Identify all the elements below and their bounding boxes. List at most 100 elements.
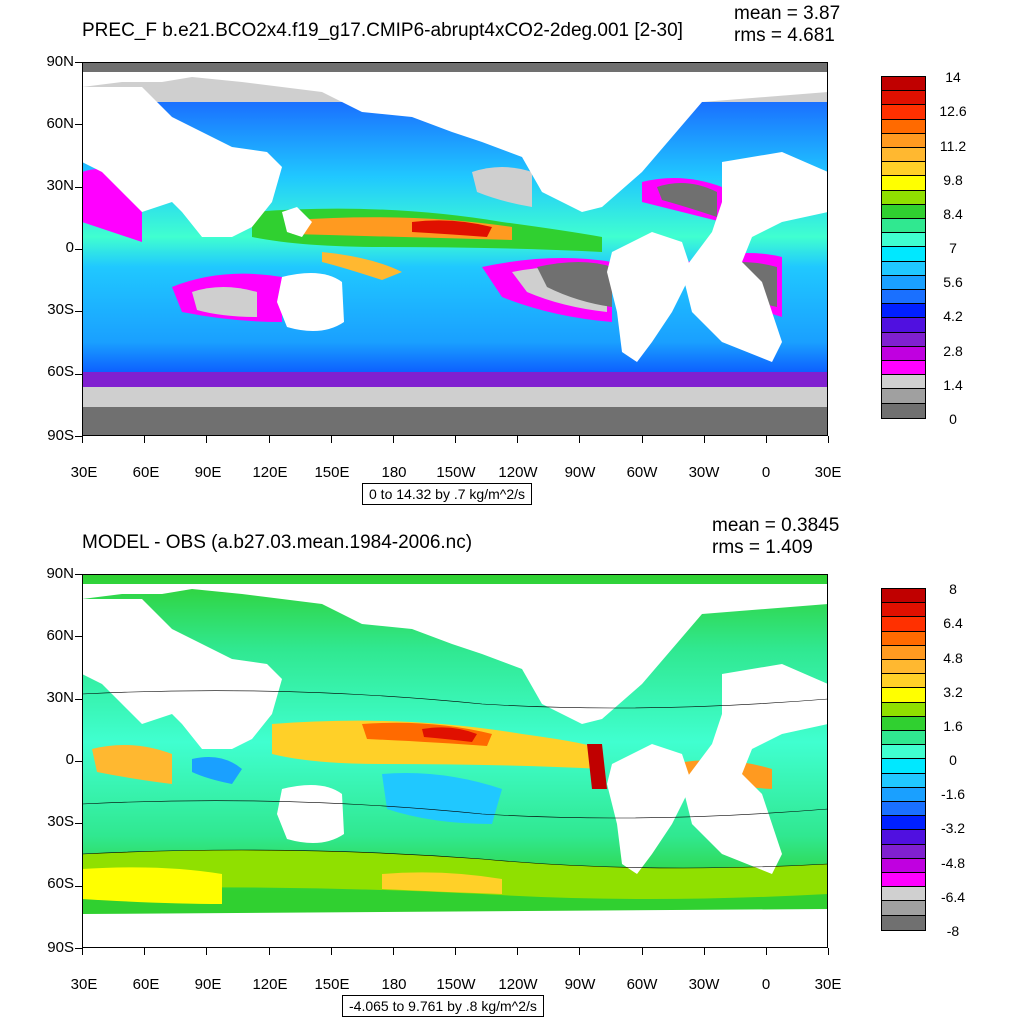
lon-label: 30W	[688, 464, 720, 481]
bottom-diff-map	[82, 574, 828, 948]
x-tick	[269, 436, 270, 443]
x-tick	[766, 436, 767, 443]
lat-label: 30N	[46, 177, 74, 194]
x-tick	[144, 948, 145, 955]
x-tick	[82, 948, 83, 955]
colorbar-cell	[882, 887, 925, 902]
lon-label: 30E	[814, 464, 842, 481]
y-tick	[75, 124, 82, 125]
colorbar-label: -3.2	[940, 820, 966, 836]
x-tick	[331, 948, 332, 955]
lon-label: 120W	[498, 464, 538, 481]
lon-label: 30E	[70, 976, 98, 993]
colorbar-cell	[882, 105, 925, 120]
bottom-rms: rms = 1.409	[712, 537, 813, 558]
colorbar-cell	[882, 603, 925, 618]
colorbar-cell	[882, 759, 925, 774]
colorbar-cell	[882, 318, 925, 333]
colorbar-label: 2.8	[943, 343, 963, 359]
lat-label: 0	[65, 239, 74, 256]
colorbar-cell	[882, 660, 925, 675]
colorbar-label: 3.2	[943, 684, 963, 700]
y-tick	[75, 823, 82, 824]
colorbar-label: -1.6	[940, 786, 966, 802]
x-tick	[579, 436, 580, 443]
y-tick	[75, 636, 82, 637]
colorbar-label: 4.2	[943, 308, 963, 324]
colorbar-label: 12.6	[939, 103, 967, 119]
colorbar-cell	[882, 346, 925, 362]
colorbar-cell	[882, 261, 925, 276]
colorbar-cell	[882, 275, 925, 291]
lon-label: 60E	[132, 976, 160, 993]
colorbar-cell	[882, 787, 925, 803]
x-tick	[766, 948, 767, 955]
bottom-title: MODEL - OBS (a.b27.03.mean.1984-2006.nc)	[82, 532, 473, 553]
lon-label: 150E	[314, 464, 350, 481]
colorbar-label: 8.4	[943, 206, 963, 222]
y-tick	[75, 699, 82, 700]
x-tick	[455, 948, 456, 955]
top-map-frame	[82, 62, 828, 436]
lon-label: 30E	[814, 976, 842, 993]
x-tick	[704, 436, 705, 443]
top-mean: mean = 3.87	[734, 3, 841, 24]
lat-label: 30N	[46, 689, 74, 706]
colorbar-cell	[882, 830, 925, 845]
bottom-panel: MODEL - OBS (a.b27.03.mean.1984-2006.nc)…	[0, 512, 1024, 1024]
colorbar-cell	[882, 915, 925, 930]
bottom-map-frame	[82, 574, 828, 948]
colorbar-label: 1.6	[943, 718, 963, 734]
colorbar-label: 0	[949, 411, 957, 427]
colorbar-cell	[882, 631, 925, 646]
colorbar-cell	[882, 589, 925, 604]
lon-label: 120W	[498, 976, 538, 993]
x-tick	[82, 436, 83, 443]
colorbar-label: 9.8	[943, 172, 963, 188]
colorbar-cell	[882, 645, 925, 661]
bottom-mean: mean = 0.3845	[712, 515, 840, 536]
y-tick	[75, 187, 82, 188]
x-tick	[642, 436, 643, 443]
colorbar-cell	[882, 361, 925, 376]
colorbar-label: -8	[946, 923, 960, 939]
x-tick	[642, 948, 643, 955]
lon-label: 120E	[252, 976, 288, 993]
colorbar-cell	[882, 844, 925, 859]
lon-label: 0	[761, 464, 771, 481]
lat-label: 90N	[46, 565, 74, 582]
lat-label: 0	[65, 751, 74, 768]
lat-label: 90N	[46, 53, 74, 70]
colorbar-label: 4.8	[943, 650, 963, 666]
x-tick	[517, 436, 518, 443]
lon-label: 30E	[70, 464, 98, 481]
x-tick	[393, 436, 394, 443]
colorbar-cell	[882, 802, 925, 817]
colorbar-cell	[882, 162, 925, 177]
x-tick	[144, 436, 145, 443]
lon-label: 150W	[436, 464, 476, 481]
bottom-colorbar	[881, 588, 926, 931]
lon-label: 150E	[314, 976, 350, 993]
lat-label: 60S	[47, 875, 74, 892]
colorbar-cell	[882, 77, 925, 92]
lon-label: 180	[381, 464, 407, 481]
lon-label: 0	[761, 976, 771, 993]
colorbar-cell	[882, 389, 925, 404]
lat-label: 90S	[47, 427, 74, 444]
colorbar-cell	[882, 773, 925, 788]
x-tick	[517, 948, 518, 955]
x-tick	[206, 436, 207, 443]
colorbar-cell	[882, 745, 925, 760]
colorbar-label: 5.6	[943, 274, 963, 290]
colorbar-label: 11.2	[939, 138, 967, 154]
top-range-label: 0 to 14.32 by .7 kg/m^2/s	[362, 483, 532, 505]
top-rms: rms = 4.681	[734, 25, 835, 46]
lat-label: 60N	[46, 115, 74, 132]
y-tick	[75, 374, 82, 375]
colorbar-label: 14	[945, 69, 961, 85]
colorbar-cell	[882, 716, 925, 732]
lon-label: 30W	[688, 976, 720, 993]
lon-label: 150W	[436, 976, 476, 993]
x-tick	[828, 948, 829, 955]
